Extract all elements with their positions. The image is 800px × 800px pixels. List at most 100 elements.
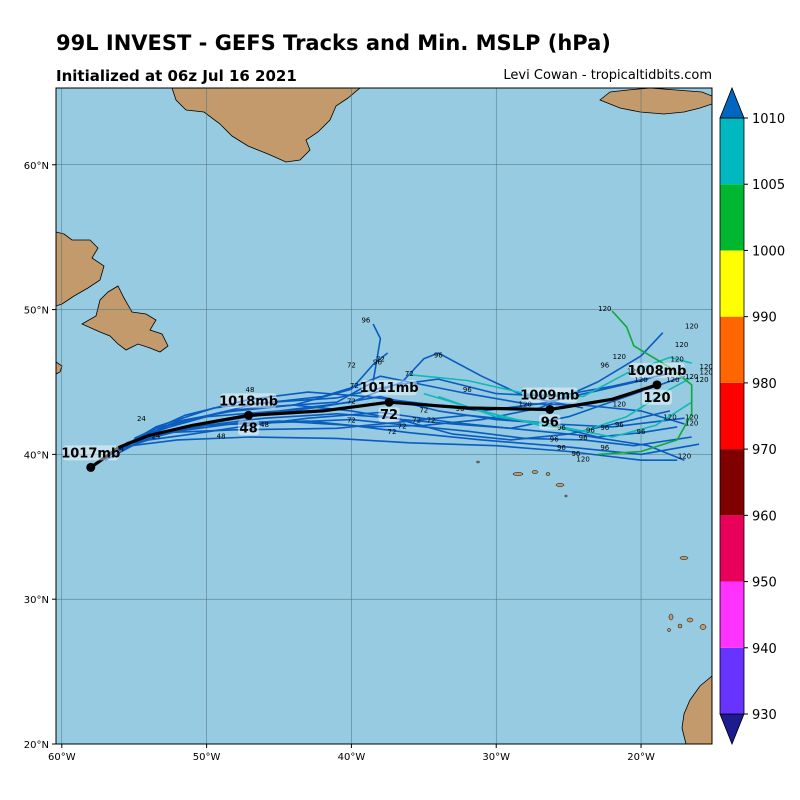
member-hour-label: 72 bbox=[412, 417, 421, 425]
member-hour-label: 96 bbox=[600, 444, 609, 452]
member-hour-label: 120 bbox=[576, 456, 589, 464]
member-hour-label: 120 bbox=[685, 322, 698, 330]
member-hour-label: 48 bbox=[246, 386, 255, 394]
colorbar-tick-label: 1010 bbox=[752, 112, 785, 127]
member-hour-label: 24 bbox=[151, 432, 160, 440]
mean-track-point bbox=[244, 410, 254, 420]
mean-hour-label: 96 bbox=[541, 415, 559, 430]
member-hour-label: 120 bbox=[700, 363, 713, 371]
member-hour-label: 96 bbox=[586, 427, 595, 435]
colorbar-segment bbox=[720, 581, 744, 648]
lon-tick-label: 50°W bbox=[193, 752, 221, 763]
ensemble-member-track bbox=[126, 375, 685, 444]
mean-pressure-label: 1018mb bbox=[219, 394, 278, 409]
member-hour-label: 72 bbox=[419, 406, 428, 414]
mean-hour-label: 72 bbox=[380, 408, 398, 423]
member-hour-label: 96 bbox=[550, 435, 559, 443]
azores-islands bbox=[476, 460, 568, 498]
member-hour-label: 96 bbox=[579, 434, 588, 442]
member-hour-label: 96 bbox=[361, 317, 370, 325]
latitude-axis: 60°N 50°N 40°N 30°N 20°N bbox=[24, 161, 56, 751]
ensemble-member-track-weak bbox=[438, 395, 693, 438]
member-hour-label: 120 bbox=[678, 453, 691, 461]
ensemble-member-track bbox=[119, 436, 678, 461]
member-hour-label: 120 bbox=[685, 419, 698, 427]
colorbar-segment bbox=[720, 515, 744, 582]
mean-track-point bbox=[652, 380, 662, 390]
mean-pressure-label: 1011mb bbox=[360, 381, 419, 396]
ensemble-member-track bbox=[104, 352, 584, 458]
member-hour-label: 24 bbox=[115, 446, 124, 454]
member-hour-label: 72 bbox=[350, 382, 359, 390]
colorbar-tick-label: 970 bbox=[752, 443, 777, 458]
member-hour-label: 96 bbox=[557, 424, 566, 432]
ensemble-member-track-1000mb bbox=[597, 310, 693, 456]
lon-tick-label: 60°W bbox=[48, 752, 76, 763]
member-hour-label: 72 bbox=[388, 428, 397, 436]
mean-hour-label: 120 bbox=[643, 391, 670, 406]
pressure-label-box bbox=[62, 445, 119, 461]
newfoundland-landmass bbox=[81, 285, 169, 353]
member-hour-label: 72 bbox=[398, 422, 407, 430]
mean-track-point bbox=[384, 397, 394, 407]
ensemble-member-track bbox=[112, 411, 685, 461]
iceland-landmass bbox=[599, 88, 712, 115]
member-hour-label: 96 bbox=[373, 359, 382, 367]
colorbar-tick-label: 940 bbox=[752, 642, 777, 657]
colorbar-tick-label: 990 bbox=[752, 311, 777, 326]
colorbar-frame bbox=[719, 117, 745, 715]
member-hour-label: 120 bbox=[613, 353, 626, 361]
member-hour-label: 96 bbox=[600, 424, 609, 432]
colorbar-segment bbox=[720, 382, 744, 450]
pressure-colorbar: 930 940 950 960 970 980 990 1000 1005 1010 bbox=[719, 86, 785, 746]
pressure-label-box bbox=[629, 362, 685, 378]
lat-tick-label: 50°N bbox=[24, 306, 49, 317]
colorbar-segment bbox=[720, 647, 744, 714]
ensemble-member-track bbox=[136, 418, 692, 447]
member-hour-label: 120 bbox=[627, 367, 640, 375]
mean-hour-label: 48 bbox=[240, 421, 258, 436]
member-hour-label: 96 bbox=[637, 428, 646, 436]
member-hour-label: 120 bbox=[695, 376, 708, 384]
member-hour-label: 120 bbox=[666, 376, 679, 384]
pressure-label-box bbox=[361, 380, 417, 396]
pressure-label-box bbox=[522, 387, 578, 403]
map-frame bbox=[55, 87, 713, 745]
member-hour-label: 72 bbox=[347, 362, 356, 370]
credit-subtitle: Levi Cowan - tropicaltidbits.com bbox=[503, 68, 712, 83]
colorbar-segment bbox=[720, 184, 744, 251]
nova-scotia-landmass bbox=[56, 361, 63, 375]
member-hour-label: 120 bbox=[598, 305, 611, 313]
member-hour-label: 96 bbox=[600, 362, 609, 370]
hour-label-box bbox=[539, 414, 561, 430]
hour-label-box bbox=[378, 407, 400, 423]
colorbar-segment bbox=[720, 449, 744, 516]
member-hour-label: 48 bbox=[217, 432, 226, 440]
init-time-subtitle: Initialized at 06z Jul 16 2021 bbox=[56, 67, 297, 85]
mean-track-point bbox=[86, 462, 96, 472]
pressure-label-box bbox=[220, 393, 277, 409]
mean-track-point bbox=[545, 404, 555, 414]
hour-label-box bbox=[238, 420, 260, 436]
land-layer bbox=[56, 88, 712, 744]
lat-tick-label: 20°N bbox=[24, 740, 49, 751]
canary-islands bbox=[667, 556, 707, 632]
colorbar-tick-label: 930 bbox=[752, 708, 777, 723]
member-hour-label: 72 bbox=[347, 398, 356, 406]
africa-landmass bbox=[681, 675, 712, 744]
colorbar-segment bbox=[720, 250, 744, 317]
lat-tick-label: 60°N bbox=[24, 161, 49, 172]
colorbar-segment bbox=[720, 118, 744, 185]
member-hour-label: 24 bbox=[137, 415, 146, 423]
member-hour-label: 72 bbox=[376, 356, 385, 364]
hour-label-box bbox=[642, 389, 672, 405]
mean-pressure-label: 1008mb bbox=[627, 364, 686, 379]
mean-pressure-label: 1017mb bbox=[61, 446, 120, 461]
lat-tick-label: 40°N bbox=[24, 450, 49, 461]
greenland-landmass bbox=[171, 88, 361, 163]
member-hour-label: 96 bbox=[615, 421, 624, 429]
member-hour-label: 120 bbox=[613, 401, 626, 409]
forecast-hour-labels: 9672967272729696967272727272727248484824… bbox=[115, 305, 713, 464]
